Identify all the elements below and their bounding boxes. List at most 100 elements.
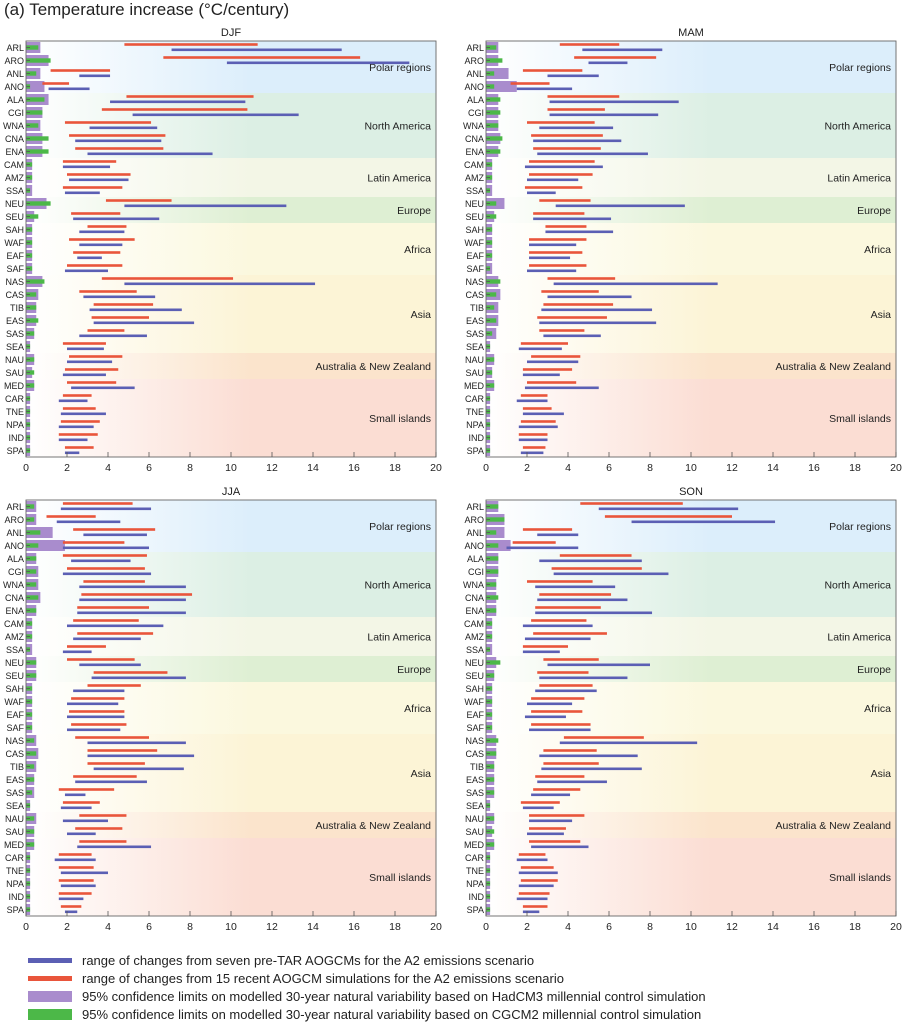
panel-title: SON — [679, 486, 703, 498]
recent-range-bar — [58, 853, 92, 856]
region-label: CAS — [465, 749, 484, 759]
group-label: North America — [824, 580, 891, 592]
group-band — [486, 41, 896, 93]
region-label: NEU — [465, 199, 484, 209]
panel-title: DJF — [221, 27, 241, 39]
hadcm3-box — [26, 540, 65, 551]
cgcm2-box — [26, 829, 35, 834]
cgcm2-box — [26, 673, 37, 678]
group-label: Europe — [857, 664, 891, 676]
cgcm2-box — [26, 110, 43, 115]
pretar-range-bar — [60, 884, 96, 888]
region-label: SEU — [5, 212, 24, 222]
region-label: ENA — [5, 606, 24, 616]
cgcm2-box — [486, 45, 497, 50]
pretar-range-bar — [520, 451, 544, 455]
cgcm2-box — [486, 383, 495, 388]
pretar-range-bar — [73, 689, 125, 693]
region-label: SPA — [7, 905, 24, 915]
region-label: CGI — [468, 108, 484, 118]
recent-range-bar — [522, 446, 546, 449]
group-label: Polar regions — [369, 62, 431, 74]
pretar-range-bar — [73, 637, 141, 641]
pretar-range-bar — [598, 507, 739, 511]
region-label: CNA — [5, 134, 24, 144]
region-label: ENA — [465, 606, 484, 616]
cgcm2-box — [26, 777, 35, 782]
region-label: NPA — [466, 420, 484, 430]
pretar-range-bar — [83, 295, 156, 299]
pretar-range-bar — [531, 845, 589, 849]
recent-range-bar — [563, 736, 644, 739]
recent-range-bar — [67, 567, 145, 570]
x-tick-label: 4 — [565, 921, 571, 933]
group-band — [26, 617, 436, 656]
legend-swatch-green — [28, 1009, 72, 1020]
recent-range-bar — [46, 515, 96, 518]
cgcm2-box — [486, 318, 497, 323]
pretar-range-bar — [549, 100, 679, 104]
x-tick-label: 2 — [524, 462, 530, 474]
pretar-range-bar — [533, 139, 622, 143]
legend-swatch-blue — [28, 958, 72, 963]
cgcm2-box — [486, 790, 495, 795]
pretar-range-bar — [522, 650, 560, 654]
group-label: Polar regions — [829, 521, 891, 533]
recent-range-bar — [559, 43, 620, 46]
cgcm2-box — [486, 543, 499, 548]
recent-range-bar — [83, 580, 145, 583]
pretar-range-bar — [124, 204, 287, 208]
x-tick-label: 12 — [726, 921, 738, 933]
pretar-range-bar — [69, 178, 129, 182]
recent-range-bar — [527, 381, 577, 384]
region-label: SPA — [467, 446, 484, 456]
cgcm2-box — [26, 201, 51, 206]
pretar-range-bar — [83, 533, 147, 537]
group-band — [26, 838, 436, 916]
recent-range-bar — [529, 827, 566, 830]
region-label: SAU — [465, 827, 484, 837]
recent-range-bar — [520, 801, 560, 804]
recent-range-bar — [62, 394, 92, 397]
pretar-range-bar — [527, 178, 579, 182]
legend-label: 95% confidence limits on modelled 30-yea… — [82, 989, 706, 1004]
recent-range-bar — [93, 303, 154, 306]
region-label: IND — [469, 433, 485, 443]
pretar-range-bar — [549, 113, 659, 117]
pretar-range-bar — [516, 897, 548, 901]
pretar-range-bar — [516, 87, 573, 91]
recent-range-bar — [520, 394, 548, 397]
recent-range-bar — [533, 147, 601, 150]
pretar-range-bar — [531, 793, 571, 797]
region-label: SAS — [6, 329, 24, 339]
pretar-range-bar — [79, 598, 186, 602]
recent-range-bar — [527, 121, 595, 124]
cgcm2-box — [486, 84, 495, 89]
region-label: SAH — [5, 225, 24, 235]
group-label: Australia & New Zealand — [775, 361, 891, 373]
pretar-range-bar — [545, 230, 614, 234]
region-label: CAS — [5, 290, 24, 300]
pretar-range-bar — [79, 230, 125, 234]
region-label: ARO — [464, 515, 484, 525]
recent-range-bar — [543, 658, 599, 661]
recent-range-bar — [126, 95, 254, 98]
pretar-range-bar — [539, 126, 614, 130]
recent-range-bar — [580, 502, 683, 505]
recent-range-bar — [105, 199, 172, 202]
recent-range-bar — [71, 697, 125, 700]
chart-panels: Polar regions North America Latin America E… — [3, 27, 902, 933]
cgcm2-box — [486, 504, 499, 509]
pretar-range-bar — [506, 546, 579, 550]
region-label: ALA — [7, 95, 24, 105]
region-label: EAF — [466, 710, 484, 720]
region-label: MED — [4, 840, 25, 850]
pretar-range-bar — [543, 334, 601, 338]
cgcm2-box — [486, 97, 501, 102]
recent-range-bar — [539, 684, 593, 687]
region-label: WAF — [4, 697, 24, 707]
panel-djf: Polar regions North America Latin America E… — [3, 27, 442, 474]
region-label: EAS — [6, 316, 24, 326]
region-label: WAF — [464, 697, 484, 707]
recent-range-bar — [539, 329, 585, 332]
